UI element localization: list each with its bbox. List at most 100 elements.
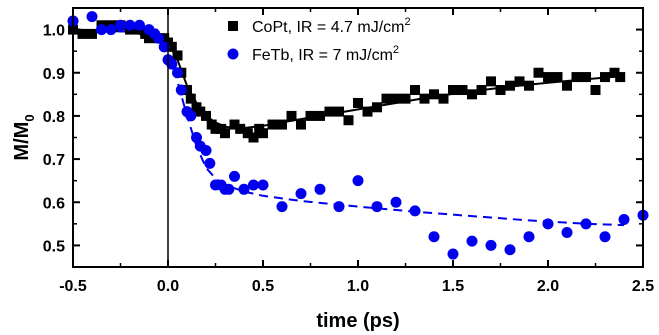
data-point-square: [615, 72, 626, 83]
data-point-square: [524, 80, 534, 91]
data-point-circle: [124, 19, 136, 31]
data-point-circle: [204, 157, 216, 169]
data-point-circle: [504, 244, 516, 256]
data-point-square: [201, 110, 211, 121]
data-point-square: [609, 67, 620, 78]
data-point-square: [400, 93, 411, 104]
x-axis-title: time (ps): [316, 310, 399, 332]
data-point-circle: [466, 235, 478, 247]
data-point-square: [195, 106, 206, 117]
data-point-circle: [96, 24, 107, 36]
fit-curve-2: [72, 28, 625, 227]
data-point-circle: [352, 175, 364, 187]
data-point-square: [353, 97, 363, 108]
data-point-square: [305, 110, 316, 121]
data-point-square: [571, 72, 582, 83]
data-point-square: [372, 102, 382, 113]
data-point-square: [185, 93, 196, 104]
y-tick-label: 0.9: [43, 66, 65, 83]
data-point-square: [381, 93, 392, 104]
data-point-circle: [200, 144, 212, 156]
data-point-circle: [371, 201, 383, 213]
legend-label-text: CoPt, IR = 4.7 mJ/cm: [252, 19, 404, 36]
data-point-square: [87, 28, 97, 39]
y-tick-label: 0.8: [43, 109, 65, 126]
data-point-square: [315, 110, 325, 121]
data-point-square: [448, 85, 458, 96]
data-point-square: [514, 76, 525, 87]
data-point-square: [600, 72, 610, 83]
x-tick-label: 1.5: [442, 278, 464, 295]
data-point-circle: [153, 32, 164, 44]
data-point-square: [182, 85, 192, 96]
data-point-circle: [618, 214, 630, 226]
data-point-square: [267, 119, 278, 130]
data-point-circle: [599, 231, 611, 243]
data-point-circle: [105, 24, 117, 36]
data-point-circle: [276, 201, 288, 213]
data-point-circle: [185, 110, 197, 122]
data-point-circle: [115, 19, 126, 31]
data-point-square: [476, 85, 487, 96]
data-point-circle: [409, 205, 421, 217]
data-point-square: [166, 41, 177, 52]
data-point-circle: [166, 58, 178, 70]
data-point-circle: [485, 239, 497, 251]
data-points: [67, 11, 649, 260]
data-point-square: [562, 80, 572, 91]
data-point-circle: [428, 231, 440, 243]
y-tick-label: 0.6: [43, 195, 65, 212]
x-tick-label: 0.0: [157, 278, 179, 295]
data-point-square: [391, 93, 401, 104]
data-point-circle: [333, 201, 345, 213]
data-point-square: [334, 106, 344, 117]
data-point-circle: [86, 11, 98, 23]
data-point-square: [248, 132, 259, 143]
data-point-square: [495, 85, 506, 96]
data-point-square: [229, 119, 240, 130]
x-tick-label: -0.5: [59, 278, 87, 295]
data-point-square: [419, 93, 430, 104]
data-point-square: [581, 72, 591, 83]
data-point-square: [429, 89, 439, 100]
data-point-square: [533, 67, 544, 78]
data-point-circle: [257, 179, 269, 191]
legend-label-superscript: 2: [393, 44, 399, 56]
data-point-circle: [238, 183, 250, 195]
y-axis-title-main: M/M: [11, 122, 33, 161]
data-point-square: [505, 80, 515, 91]
data-point-square: [324, 106, 335, 117]
data-point-square: [410, 85, 420, 96]
data-point-circle: [447, 248, 459, 260]
data-point-square: [362, 106, 373, 117]
y-tick-label: 0.5: [43, 238, 65, 255]
data-point-circle: [314, 183, 326, 195]
y-axis-title-subscript: 0: [22, 114, 37, 121]
data-point-square: [467, 89, 477, 100]
legend-label: FeTb, IR = 7 mJ/cm2: [252, 44, 399, 64]
data-point-circle: [175, 84, 187, 96]
legend-marker-circle: [227, 48, 239, 60]
data-point-square: [77, 28, 88, 39]
data-point-circle: [229, 170, 240, 182]
axes: -0.5 0.0 0.5 1.0 1.5 2.0 2.5 0.5 0.6 0.7 0.8 0.9 1.0: [43, 7, 654, 295]
x-tick-label: 2.5: [632, 278, 654, 295]
data-point-square: [552, 72, 563, 83]
data-point-square: [486, 76, 496, 87]
data-point-circle: [390, 196, 402, 208]
x-tick-label: 2.0: [537, 278, 559, 295]
data-point-square: [286, 110, 297, 121]
data-point-square: [258, 128, 268, 139]
data-point-square: [277, 119, 287, 130]
y-tick-label: 0.7: [43, 152, 65, 169]
data-point-square: [172, 50, 183, 61]
x-tick-label: 0.5: [252, 278, 274, 295]
data-point-circle: [134, 19, 145, 31]
data-point-square: [590, 85, 601, 96]
legend-marker-square: [228, 21, 238, 31]
legend-label: CoPt, IR = 4.7 mJ/cm2: [252, 16, 411, 36]
data-point-square: [210, 123, 221, 134]
x-tick-label: 1.0: [347, 278, 369, 295]
